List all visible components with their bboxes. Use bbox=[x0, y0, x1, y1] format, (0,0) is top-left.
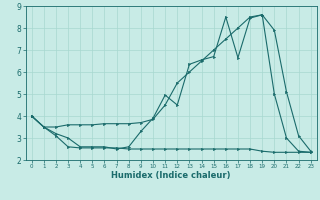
X-axis label: Humidex (Indice chaleur): Humidex (Indice chaleur) bbox=[111, 171, 231, 180]
